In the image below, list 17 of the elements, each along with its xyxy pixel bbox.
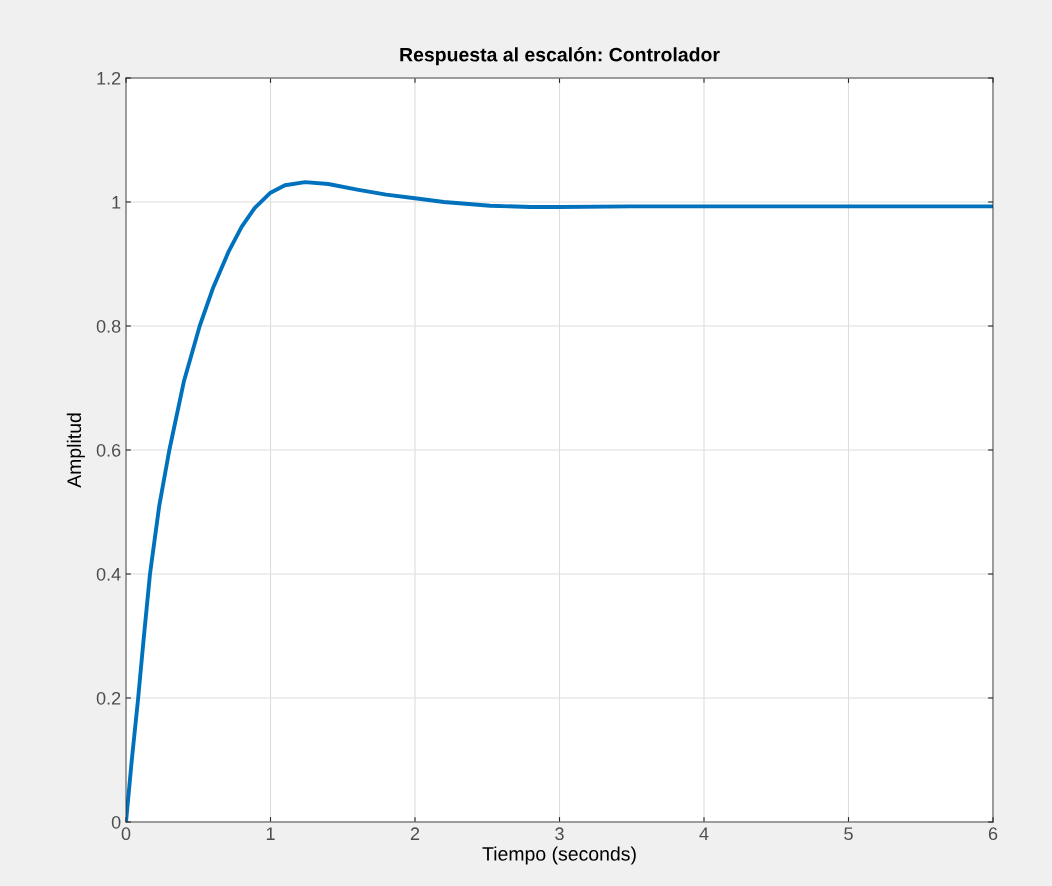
y-tick-label: 0.4 [96, 567, 121, 581]
y-tick-label: 0.6 [96, 443, 121, 457]
x-axis-title: Tiempo (seconds) [482, 846, 636, 865]
y-tick-label: 0.2 [96, 691, 121, 705]
y-tick-label: 0.8 [96, 319, 121, 333]
y-tick-label: 1 [112, 196, 121, 209]
x-tick-label: 6 [988, 827, 998, 841]
y-axis-title: Amplitud [66, 413, 85, 488]
x-tick-label: 5 [844, 827, 853, 841]
y-tick-label: 1.2 [97, 71, 121, 85]
y-tick-label: 0 [111, 815, 121, 829]
chart-title: Respuesta al escalón: Controlador [400, 47, 720, 66]
x-tick-label: 3 [555, 827, 564, 841]
x-tick-label: 2 [410, 827, 420, 840]
x-tick-label: 4 [699, 827, 709, 840]
x-tick-label: 1 [266, 827, 275, 840]
x-tick-label: 0 [121, 827, 131, 841]
